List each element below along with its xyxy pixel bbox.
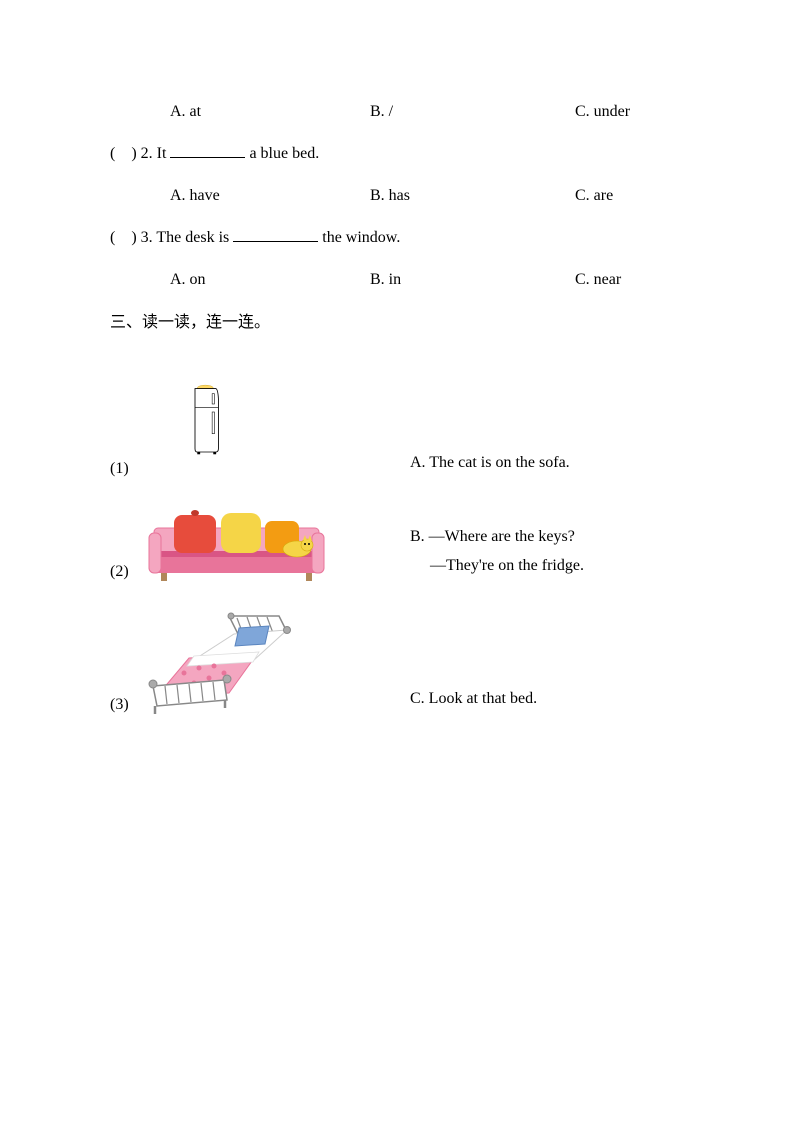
section-3-title: 三、读一读，连一连。: [110, 310, 683, 336]
q2-option-b: B. has: [370, 184, 575, 208]
match-2-number: (2): [110, 563, 129, 585]
match-1-number: (1): [110, 460, 129, 482]
question-2-options: A. have B. has C. are: [110, 184, 683, 208]
match-row-1: (1) A. The cat is on the sofa.: [110, 352, 683, 482]
q2-suffix: a blue bed.: [245, 145, 319, 162]
q1-option-a: A. at: [170, 100, 370, 124]
q3-suffix: the window.: [318, 229, 400, 246]
match-2-answer-line2: —They're on the fridge.: [410, 552, 683, 581]
question-1-options: A. at B. / C. under: [110, 100, 683, 124]
question-2: ( ) 2. It a blue bed.: [110, 142, 683, 166]
q1-option-b: B. /: [370, 100, 575, 124]
q2-option-a: A. have: [170, 184, 370, 208]
sofa-image: [137, 500, 337, 585]
match-3-number: (3): [110, 696, 129, 718]
match-row-2: (2): [110, 500, 683, 585]
question-3: ( ) 3. The desk is the window.: [110, 226, 683, 250]
q3-prefix: ( ) 3. The desk is: [110, 229, 233, 246]
q1-option-c: C. under: [575, 100, 683, 124]
fridge-image: [137, 352, 227, 482]
match-3-answer: C. Look at that bed.: [410, 685, 683, 718]
q3-option-b: B. in: [370, 268, 575, 292]
match-row-3: (3): [110, 603, 683, 718]
match-2-answer-line1: B. —Where are the keys?: [410, 523, 683, 552]
q3-blank: [233, 226, 318, 242]
q3-option-a: A. on: [170, 268, 370, 292]
q2-prefix: ( ) 2. It: [110, 145, 170, 162]
match-1-answer: A. The cat is on the sofa.: [410, 449, 683, 482]
match-2-answer: B. —Where are the keys? —They're on the …: [410, 523, 683, 585]
q2-blank: [170, 142, 245, 158]
q2-option-c: C. are: [575, 184, 683, 208]
bed-image: [137, 603, 307, 718]
question-3-options: A. on B. in C. near: [110, 268, 683, 292]
q3-option-c: C. near: [575, 268, 683, 292]
